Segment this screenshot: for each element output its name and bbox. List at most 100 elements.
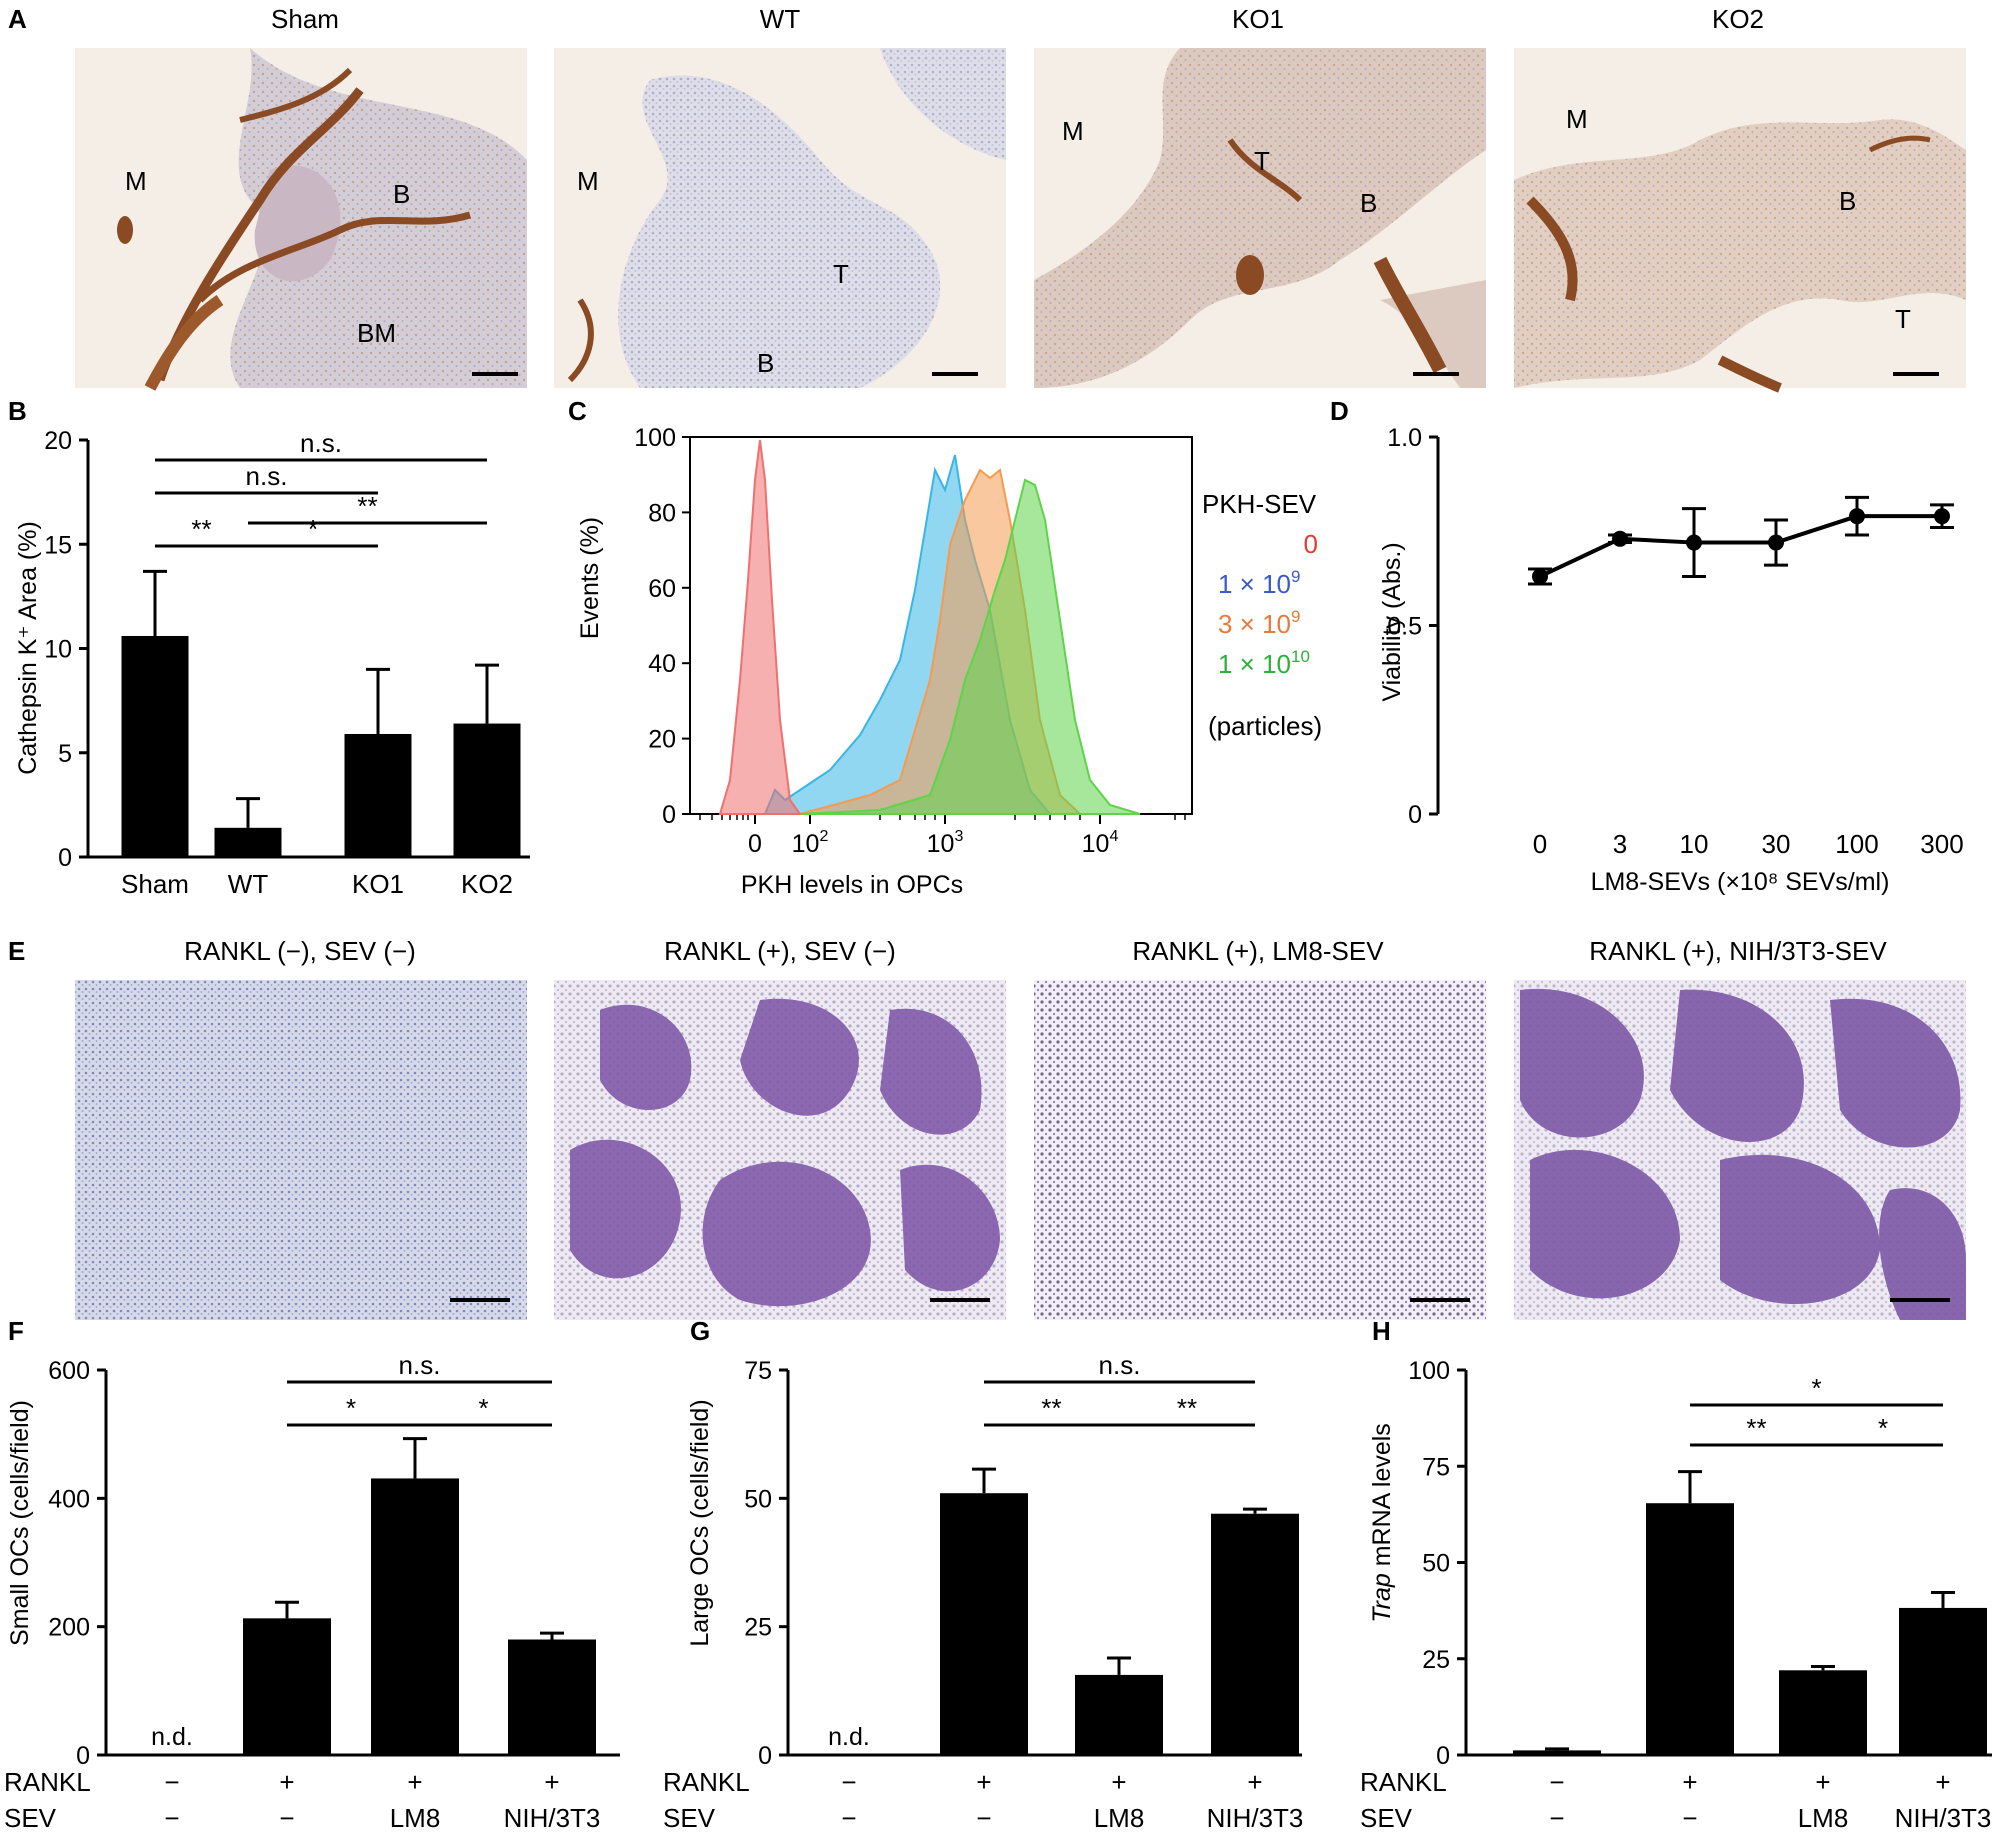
chart-legend: PKH-SEV 0 1 × 109 3 × 109 1 × 1010 (part… [1202, 489, 1322, 741]
chart-d: Viability (Abs.) LM8-SEVs (×10⁸ SEVs/ml)… [1378, 424, 1964, 896]
tissue-label: B [757, 348, 774, 378]
histogram-0 [718, 439, 802, 815]
condition-row-label: RANKL [4, 1767, 91, 1797]
x-tick-label: KO2 [461, 869, 513, 899]
micrograph-ko1: M T B [1034, 48, 1486, 388]
condition-value: − [279, 1803, 294, 1832]
chart-c: Events (%) PKH levels in OPCs PKH-SEV 0 … [576, 424, 1322, 899]
significance-label: ** [1746, 1413, 1766, 1443]
y-tick-label: 15 [44, 531, 72, 559]
y-tick-label: 100 [634, 424, 676, 452]
panel-label-e: E [8, 936, 25, 966]
micrograph-wt: M T B [554, 48, 1006, 389]
panel-label-b: B [8, 396, 27, 426]
y-tick-label: 0 [58, 844, 72, 872]
x-tick-label: 104 [1082, 828, 1119, 858]
y-tick-label: 20 [648, 726, 676, 754]
tissue-label: M [125, 166, 147, 196]
x-tick-label: 0 [748, 830, 762, 858]
tissue-label: M [1062, 116, 1084, 146]
image-title-e3: RANKL (+), LM8-SEV [1132, 936, 1384, 966]
y-tick-label: 50 [1422, 1550, 1450, 1578]
y-tick-label: 5 [58, 740, 72, 768]
y-tick-label: 0 [76, 1742, 90, 1770]
bar [1211, 1513, 1299, 1755]
bar [1646, 1503, 1734, 1755]
histogram-1e10 [799, 478, 1141, 815]
image-title-e4: RANKL (+), NIH/3T3-SEV [1589, 936, 1887, 966]
y-tick-label: 0 [758, 1742, 772, 1770]
legend-title: PKH-SEV [1202, 489, 1317, 519]
y-tick-label: 100 [1408, 1357, 1450, 1385]
y-tick-label: 80 [648, 499, 676, 527]
x-tick-label: 30 [1762, 829, 1791, 859]
series-line [1539, 514, 1942, 579]
micrograph-e4 [1514, 980, 1966, 1320]
x-axis-label: LM8-SEVs (×10⁸ SEVs/ml) [1591, 868, 1890, 896]
condition-value: − [1549, 1803, 1564, 1832]
significance-label: * [308, 514, 318, 544]
tissue-label: B [1360, 188, 1377, 218]
condition-value: + [976, 1767, 991, 1797]
condition-value: LM8 [1798, 1803, 1849, 1832]
significance-label: * [1811, 1373, 1821, 1403]
chart-b: Cathepsin K⁺ Area (%) 0 5 10 15 20 Sham WT KO1 K… [14, 427, 530, 899]
condition-value: + [1682, 1767, 1697, 1797]
condition-value: NIH/3T3 [504, 1803, 601, 1832]
condition-value: + [1935, 1767, 1950, 1797]
bar [1779, 1670, 1867, 1755]
image-title-e2: RANKL (+), SEV (−) [664, 936, 896, 966]
significance-label: n.s. [246, 461, 288, 491]
x-tick-label: Sham [121, 869, 189, 899]
condition-row-label: RANKL [1360, 1767, 1447, 1797]
bar [1513, 1750, 1601, 1755]
y-tick-label: 25 [1422, 1646, 1450, 1674]
panel-label-a: A [8, 4, 27, 34]
y-tick-label: 0 [1408, 801, 1422, 829]
y-tick-label: 20 [44, 427, 72, 455]
y-tick-label: 40 [648, 650, 676, 678]
x-tick-label: 103 [927, 828, 964, 858]
micrograph-ko2: M B T [1514, 48, 1966, 393]
condition-value: + [1111, 1767, 1126, 1797]
condition-value: − [841, 1803, 856, 1832]
x-tick-label: WT [228, 869, 269, 899]
condition-value: LM8 [1094, 1803, 1145, 1832]
image-title-wt: WT [760, 4, 801, 34]
y-tick-label: 600 [48, 1357, 90, 1385]
legend-entry-2: 3 × 109 [1218, 607, 1300, 639]
image-title-ko2: KO2 [1712, 4, 1764, 34]
significance-label: ** [357, 491, 377, 521]
bar [121, 635, 189, 857]
x-tick-label: 102 [792, 828, 829, 858]
y-axis-label: Large OCs (cells/field) [686, 1399, 714, 1646]
x-tick-label: 10 [1680, 829, 1709, 859]
bar [214, 827, 282, 857]
x-tick-label: KO1 [352, 869, 404, 899]
y-axis-label: Events (%) [576, 517, 604, 639]
panel-a: Sham WT KO1 KO2 M B BM M [75, 4, 1966, 393]
significance-label: * [478, 1393, 488, 1423]
y-tick-label: 60 [648, 575, 676, 603]
panel-label-d: D [1330, 396, 1349, 426]
tissue-label: T [1895, 304, 1911, 334]
legend-note: (particles) [1208, 711, 1322, 741]
condition-value: + [279, 1767, 294, 1797]
bar [1075, 1674, 1163, 1755]
condition-value: − [976, 1803, 991, 1832]
legend-entry-0: 0 [1304, 529, 1318, 559]
x-axis-label: PKH levels in OPCs [741, 871, 963, 899]
panel-e: RANKL (−), SEV (−) RANKL (+), SEV (−) RA… [75, 936, 1966, 1320]
significance-label: n.s. [399, 1350, 441, 1380]
condition-value: + [407, 1767, 422, 1797]
y-tick-label: 0 [1436, 1742, 1450, 1770]
legend-entry-1: 1 × 109 [1218, 567, 1300, 599]
y-axis-label: Cathepsin K⁺ Area (%) [14, 521, 42, 775]
y-tick-label: 50 [744, 1485, 772, 1513]
significance-label: ** [1041, 1393, 1061, 1423]
condition-value: LM8 [390, 1803, 441, 1832]
bar [243, 1618, 331, 1755]
condition-value: + [544, 1767, 559, 1797]
legend-entry-3: 1 × 1010 [1218, 647, 1310, 679]
